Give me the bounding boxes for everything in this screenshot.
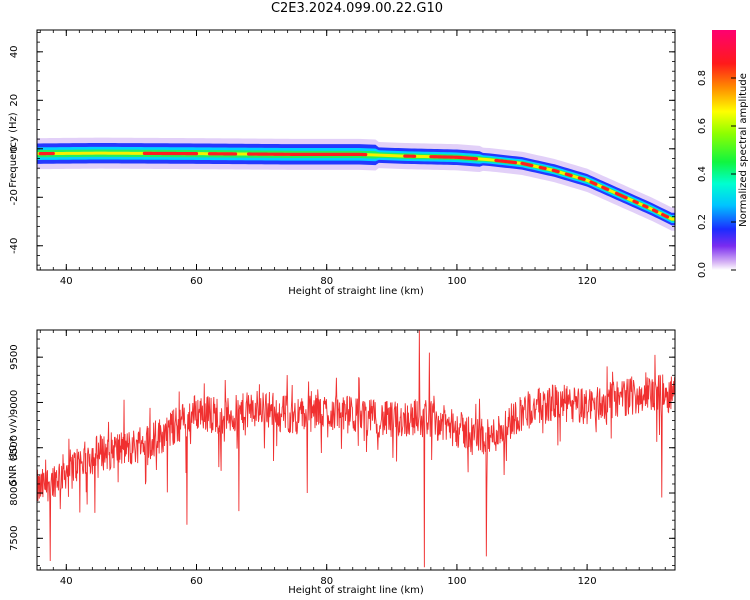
spectrogram-xtick-label: 120 [578,276,597,287]
snr-series-line [37,330,675,568]
colorbar-label: Normalized spectral amplitude [738,73,749,227]
spectral-peak [538,165,547,171]
snr-xtick-label: 60 [190,576,203,587]
colorbar-tick-label: 0.8 [697,70,708,86]
snr-ytick-label: 8500 [9,435,20,460]
spectral-peak [564,172,573,178]
snr-xtick-label: 100 [447,576,466,587]
colorbar-tick-label: 0.6 [697,118,708,134]
spectral-peak [614,191,628,200]
spectral-peak [651,208,659,214]
spectrogram-ytick-label: -20 [9,189,20,205]
spectrogram-y-axis-label: Frequency (Hz) [8,112,19,188]
spectral-peak [246,152,368,157]
spectrogram-xtick-label: 40 [60,276,73,287]
spectral-peak [551,168,560,174]
snr-ytick-label: 9500 [9,344,20,369]
spectrogram-frame [36,29,676,271]
spectrogram-x-axis-label: Height of straight line (km) [288,286,424,297]
colorbar-tick-label: 0.2 [697,214,708,230]
snr-y-axis-label: SNR (10 * v/v) [8,414,19,485]
colorbar-tick-label: 0.4 [697,166,708,182]
snr-ytick-label: 9000 [9,390,20,415]
spectral-peak [642,204,649,209]
spectral-peak [661,212,670,219]
figure-title: C2E3.2024.099.00.22.G10 [270,1,444,16]
spectrogram-ytick-label: 40 [9,45,20,58]
spectral-peak [589,180,598,186]
spectral-peak [632,199,639,205]
spectrogram-ytick-label: -40 [9,238,20,254]
snr-xtick-label: 80 [320,576,333,587]
spectrogram-ytick-label: 20 [9,94,20,107]
spectrogram-xtick-label: 80 [320,276,333,287]
spectral-peak [577,176,586,182]
spectral-band-cyan [37,146,675,223]
snr-xtick-label: 40 [60,576,73,587]
snr-x-axis-label: Height of straight line (km) [288,585,424,596]
spectrogram-panel: 40 60 80 100 120 -40 -20 0 20 40 Height of straig… [8,29,676,297]
colorbar-gradient [712,30,736,270]
snr-xtick-label: 120 [578,576,597,587]
snr-ytick-label: 7500 [9,526,20,551]
spectral-peak [494,158,518,165]
snr-panel: 40 60 80 100 120 7500 8000 8500 9000 9500 Height … [8,329,676,596]
spectrogram-xtick-label: 60 [190,276,203,287]
spectrogram-ytick-label: 0 [9,146,20,152]
colorbar: 0.0 0.2 0.4 0.6 0.8 Normalized spectral ampl… [697,30,749,278]
snr-frame [36,329,676,571]
spectral-peak [601,185,610,192]
spectral-peak [520,161,534,168]
spectrogram-xtick-label: 100 [447,276,466,287]
spectral-band-green [37,149,675,222]
spectral-peak [429,155,479,161]
colorbar-tick-label: 0.0 [697,262,708,278]
snr-ytick-label: 8000 [9,480,20,505]
